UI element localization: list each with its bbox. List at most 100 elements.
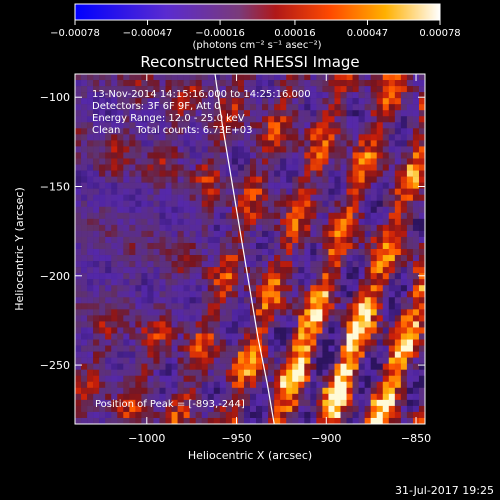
heatmap-cell bbox=[256, 92, 263, 99]
heatmap-cell bbox=[93, 236, 100, 244]
heatmap-cell bbox=[322, 152, 329, 159]
heatmap-cell bbox=[111, 80, 118, 87]
heatmap-cell bbox=[400, 261, 408, 268]
heatmap-cell bbox=[117, 86, 124, 93]
heatmap-cell bbox=[274, 375, 281, 383]
heatmap-cell bbox=[243, 110, 251, 117]
heatmap-cell bbox=[111, 206, 118, 214]
heatmap-cell bbox=[280, 242, 287, 250]
heatmap-cell bbox=[213, 267, 221, 274]
heatmap-cell bbox=[364, 230, 371, 238]
heatmap-cell bbox=[340, 92, 347, 99]
heatmap-cell bbox=[328, 176, 335, 183]
heatmap-cell bbox=[262, 218, 269, 226]
heatmap-cell bbox=[171, 182, 178, 189]
heatmap-cell bbox=[195, 339, 203, 346]
heatmap-cell bbox=[165, 381, 172, 389]
heatmap-cell bbox=[370, 236, 378, 244]
heatmap-cell bbox=[340, 236, 347, 244]
heatmap-cell bbox=[231, 321, 239, 328]
heatmap-cell bbox=[310, 146, 317, 153]
heatmap-cell bbox=[322, 417, 329, 424]
heatmap-cell bbox=[213, 182, 221, 189]
heatmap-cell bbox=[93, 393, 100, 401]
heatmap-cell bbox=[129, 176, 136, 183]
heatmap-cell bbox=[406, 140, 414, 147]
heatmap-cell bbox=[388, 381, 396, 389]
heatmap-cell bbox=[370, 285, 378, 292]
heatmap-cell bbox=[81, 134, 88, 141]
heatmap-cell bbox=[141, 327, 148, 334]
heatmap-cell bbox=[334, 285, 341, 292]
heatmap-cell bbox=[105, 230, 112, 238]
heatmap-cell bbox=[207, 188, 215, 195]
heatmap-cell bbox=[99, 291, 106, 298]
heatmap-cell bbox=[328, 164, 335, 171]
heatmap-cell bbox=[412, 182, 420, 189]
heatmap-cell bbox=[129, 291, 136, 298]
heatmap-cell bbox=[231, 249, 239, 256]
heatmap-cell bbox=[280, 152, 287, 159]
heatmap-cell bbox=[364, 74, 371, 81]
heatmap-cell bbox=[207, 387, 215, 395]
heatmap-cell bbox=[75, 351, 82, 358]
heatmap-cell bbox=[99, 285, 106, 292]
heatmap-cell bbox=[87, 230, 94, 238]
heatmap-cell bbox=[304, 164, 311, 171]
heatmap-cell bbox=[75, 267, 82, 274]
heatmap-cell bbox=[171, 218, 178, 226]
heatmap-cell bbox=[298, 152, 305, 159]
heatmap-cell bbox=[159, 92, 166, 99]
heatmap-cell bbox=[111, 345, 118, 352]
heatmap-cell bbox=[352, 164, 359, 171]
heatmap-cell bbox=[292, 351, 299, 358]
heatmap-cell bbox=[219, 206, 227, 214]
heatmap-cell bbox=[171, 242, 178, 250]
heatmap-cell bbox=[394, 315, 402, 322]
heatmap-cell bbox=[334, 327, 341, 334]
heatmap-cell bbox=[250, 351, 257, 358]
heatmap-cell bbox=[358, 381, 365, 389]
heatmap-cell bbox=[177, 158, 184, 165]
heatmap-cell bbox=[394, 267, 402, 274]
heatmap-cell bbox=[129, 206, 136, 214]
heatmap-cell bbox=[219, 152, 227, 159]
heatmap-cell bbox=[243, 188, 251, 195]
heatmap-cell bbox=[352, 242, 359, 250]
heatmap-cell bbox=[292, 375, 299, 383]
heatmap-cell bbox=[201, 134, 209, 141]
heatmap-cell bbox=[135, 104, 142, 111]
heatmap-cell bbox=[286, 321, 293, 328]
heatmap-cell bbox=[177, 333, 184, 340]
heatmap-cell bbox=[105, 110, 112, 117]
heatmap-cell bbox=[280, 291, 287, 298]
heatmap-cell bbox=[183, 80, 190, 87]
heatmap-cell bbox=[358, 218, 365, 226]
heatmap-cell bbox=[334, 411, 341, 419]
heatmap-cell bbox=[243, 80, 251, 87]
heatmap-cell bbox=[81, 357, 88, 364]
heatmap-cell bbox=[394, 345, 402, 352]
heatmap-cell bbox=[129, 411, 136, 419]
heatmap-cell bbox=[201, 399, 209, 407]
heatmap-cell bbox=[147, 128, 154, 135]
heatmap-cell bbox=[147, 86, 154, 93]
heatmap-cell bbox=[328, 339, 335, 346]
heatmap-cell bbox=[256, 98, 263, 105]
heatmap-cell bbox=[213, 297, 221, 304]
heatmap-cell bbox=[225, 140, 233, 147]
heatmap-cell bbox=[298, 255, 305, 262]
heatmap-cell bbox=[268, 387, 275, 395]
heatmap-cell bbox=[183, 164, 190, 171]
heatmap-cell bbox=[268, 381, 275, 389]
heatmap-cell bbox=[328, 309, 335, 316]
heatmap-cell bbox=[135, 333, 142, 340]
heatmap-cell bbox=[328, 249, 335, 256]
heatmap-cell bbox=[141, 182, 148, 189]
heatmap-cell bbox=[352, 146, 359, 153]
heatmap-cell bbox=[316, 315, 323, 322]
heatmap-cell bbox=[400, 98, 408, 105]
heatmap-cell bbox=[129, 80, 136, 87]
heatmap-cell bbox=[93, 164, 100, 171]
heatmap-cell bbox=[376, 122, 384, 129]
